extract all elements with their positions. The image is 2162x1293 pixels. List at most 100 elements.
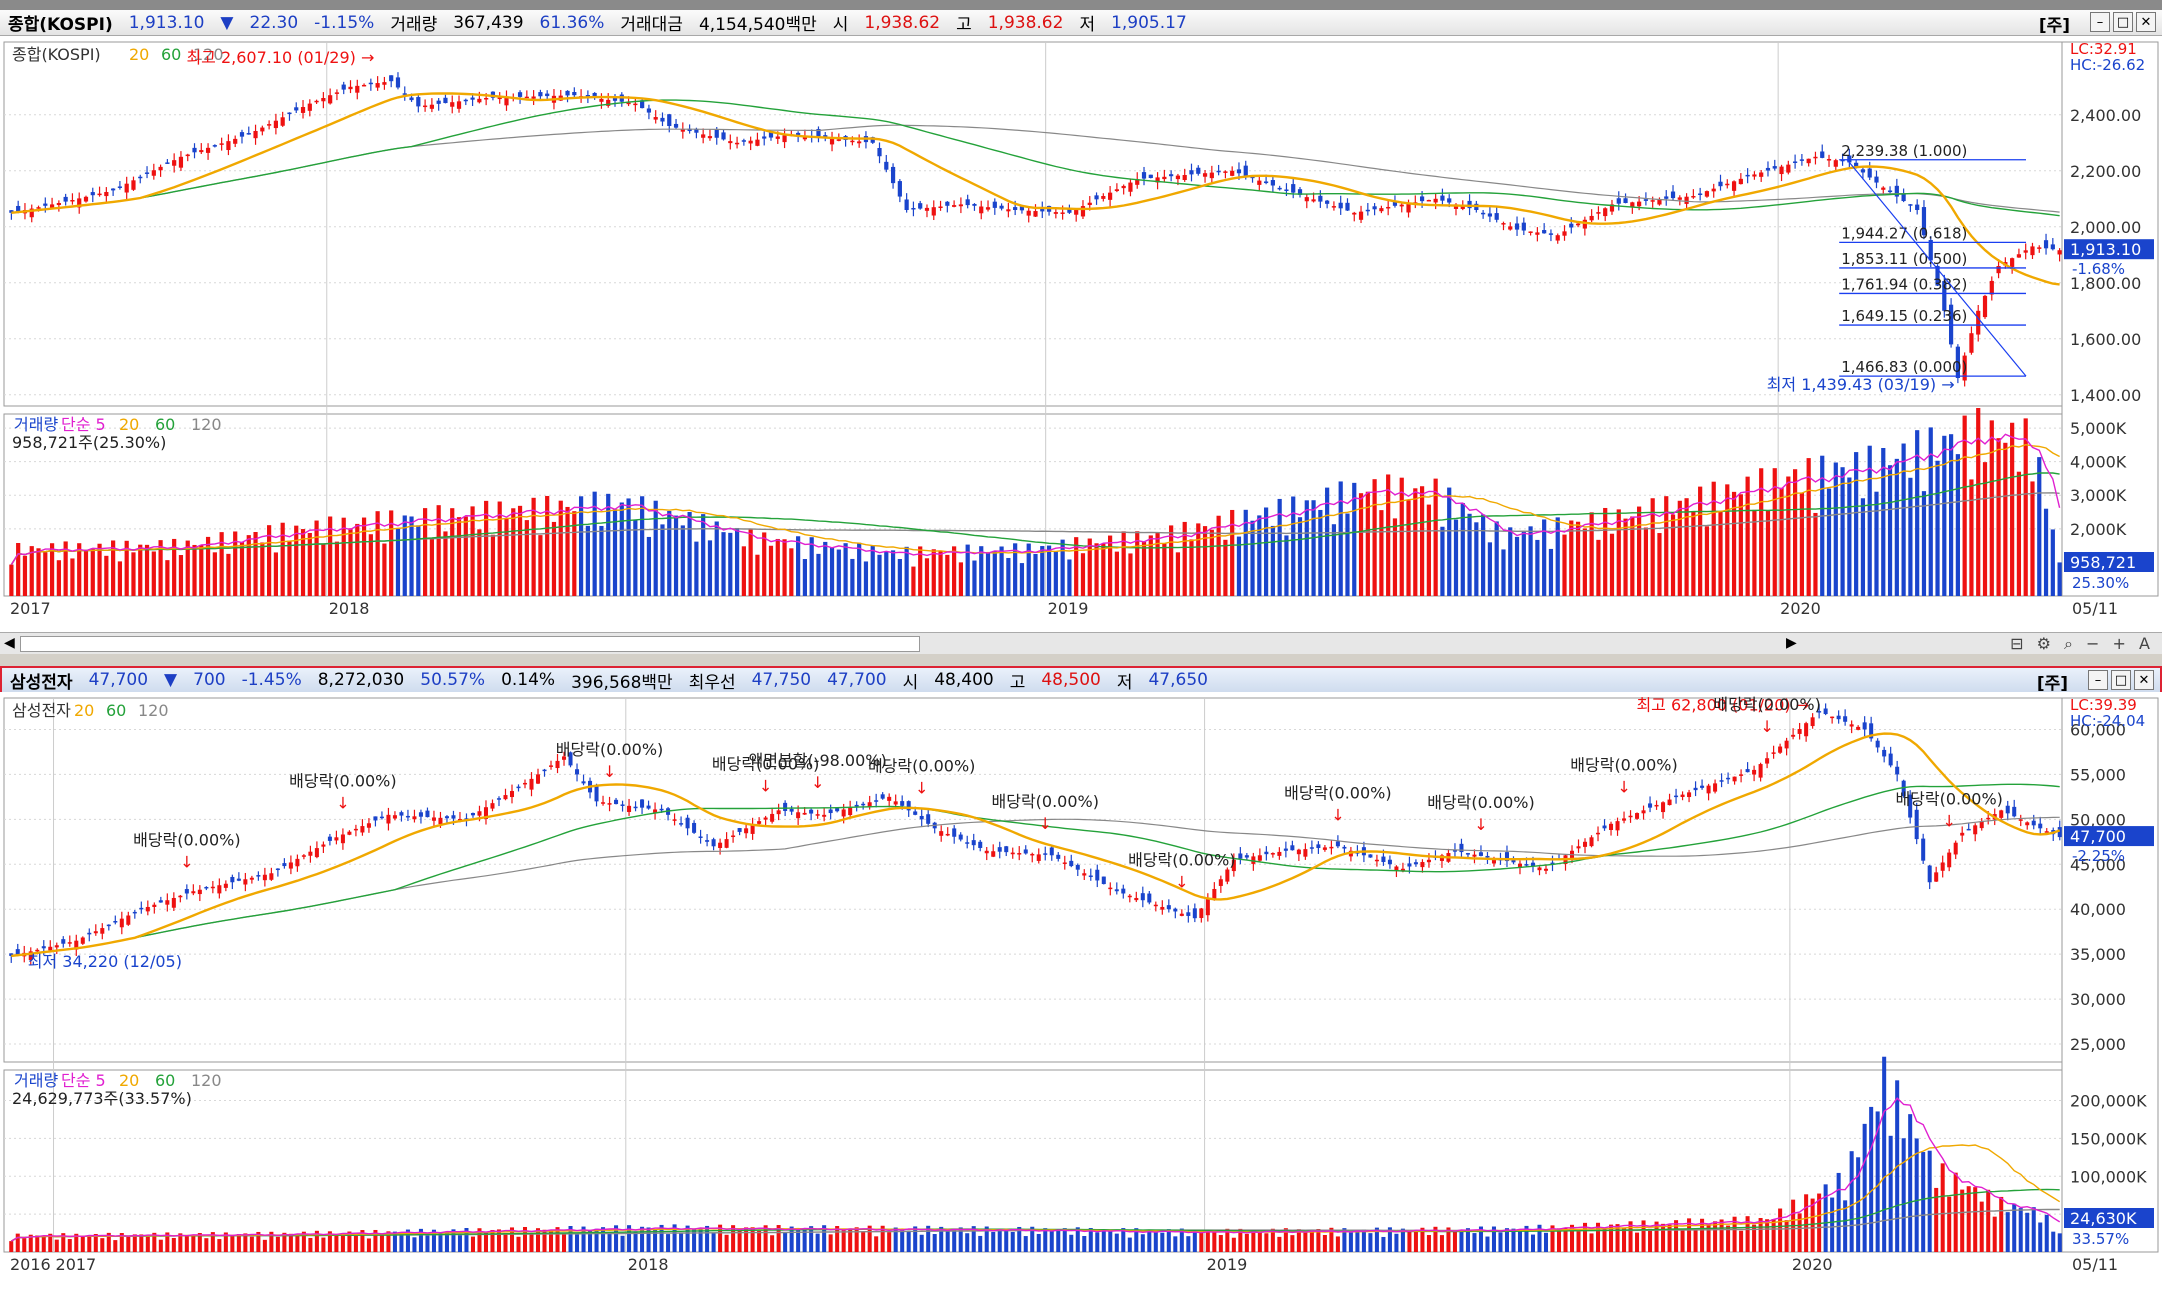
kospi-name[interactable]: 종합(KOSPI): [8, 15, 113, 35]
event-arrow-icon: ↓: [1942, 812, 1955, 831]
volume-bar: [2037, 457, 2042, 596]
volume-bar: [1060, 539, 1065, 596]
candle: [56, 203, 61, 206]
volume-bar: [1609, 1224, 1614, 1252]
volume-bar: [1297, 517, 1303, 596]
candle: [1342, 846, 1347, 849]
scroll-right-icon[interactable]: ▶: [1786, 635, 1797, 651]
samsung-high: 48,500: [1041, 670, 1101, 690]
kospi-close-icon[interactable]: ✕: [2136, 12, 2156, 32]
candle: [1394, 866, 1399, 871]
volume-bar: [1400, 1228, 1405, 1252]
candle: [1141, 172, 1147, 179]
volume-bar: [728, 532, 733, 596]
candle: [1874, 176, 1879, 183]
volume-bar: [1322, 1234, 1327, 1252]
candle: [1982, 295, 1988, 318]
candle: [796, 812, 801, 819]
candle: [516, 786, 521, 789]
x-tick-label: 2017: [56, 1255, 97, 1274]
candle: [226, 141, 231, 151]
volume-bar: [399, 1233, 404, 1252]
volume-bar: [361, 517, 367, 596]
kospi-maximize-icon[interactable]: □: [2113, 12, 2133, 32]
volume-bar: [750, 1227, 755, 1252]
volume-legend-item: 60: [155, 1071, 175, 1090]
candle: [212, 145, 217, 147]
volume-bar: [1355, 1230, 1360, 1252]
candle: [1860, 169, 1866, 173]
event-arrow-icon: ↓: [915, 778, 928, 797]
candle: [348, 86, 353, 90]
volume-bar: [1080, 553, 1086, 596]
candle: [353, 828, 358, 831]
kospi-minimize-icon[interactable]: –: [2090, 12, 2110, 32]
volume-bar: [770, 1235, 775, 1252]
volume-bar: [334, 1234, 339, 1252]
volume-bar: [1386, 474, 1391, 596]
candle: [1216, 170, 1221, 173]
volume-bar: [971, 1226, 976, 1252]
volume-bar: [328, 516, 333, 596]
volume-bar: [796, 536, 801, 596]
candle: [924, 207, 930, 211]
samsung-maximize-icon[interactable]: □: [2111, 670, 2131, 690]
scroll-thumb[interactable]: [20, 636, 920, 652]
volume-bar: [861, 1232, 866, 1252]
volume-bar: [517, 505, 523, 596]
candle: [900, 801, 905, 806]
candle: [893, 801, 898, 805]
samsung-close-icon[interactable]: ✕: [2134, 670, 2154, 690]
candle: [1080, 206, 1086, 217]
volume-bar: [1153, 1231, 1158, 1252]
volume-bar: [504, 518, 509, 596]
samsung-minimize-icon[interactable]: –: [2088, 670, 2108, 690]
candle: [870, 137, 875, 143]
candle: [750, 824, 755, 834]
kospi-chart[interactable]: 2,400.00 2,200.00 2,000.00 1,800.00 1,600.00…: [0, 36, 2162, 632]
volume-bar: [1345, 513, 1350, 596]
candle: [1856, 726, 1861, 730]
candle: [1797, 729, 1802, 734]
candle: [139, 907, 144, 910]
kospi-period-button[interactable]: [주]: [2038, 16, 2070, 36]
event-label: 배당락(0.00%): [289, 772, 396, 791]
x-tick-label: 05/11: [2072, 1255, 2118, 1274]
candle: [1386, 206, 1391, 209]
candle: [1069, 860, 1074, 867]
volume-bar: [1813, 512, 1818, 596]
volume-bar: [2038, 1222, 2043, 1252]
chart-tools-icon[interactable]: ⊟ ⚙ ⌕ − + A: [2010, 634, 2154, 653]
candle: [15, 949, 20, 955]
volume-bar: [1095, 1232, 1100, 1252]
volume-bar: [412, 1237, 417, 1252]
candle: [256, 875, 261, 877]
samsung-chart[interactable]: 60,000 55,000 50,000 45,000 40,000 35,000 30,0…: [0, 692, 2162, 1293]
volume-bar: [607, 1232, 612, 1252]
candle: [1664, 196, 1669, 199]
chart-scrollbar[interactable]: ◀ ▶ ⊟ ⚙ ⌕ − + A: [0, 632, 2162, 656]
volume-bar: [721, 532, 726, 596]
scroll-left-icon[interactable]: ◀: [4, 635, 15, 651]
volume-bar: [2030, 481, 2035, 596]
volume-bar: [239, 542, 245, 596]
candle: [463, 99, 468, 102]
volume-bar: [1759, 468, 1764, 596]
price-pane-frame: [3, 41, 2064, 407]
volume-bar: [1508, 527, 1513, 596]
samsung-name[interactable]: 삼성전자: [10, 672, 73, 693]
volume-bar: [692, 1228, 697, 1252]
samsung-period-button[interactable]: [주]: [2036, 674, 2068, 694]
candle: [1060, 212, 1065, 214]
volume-bar: [1318, 509, 1323, 596]
volume-bar: [1296, 1229, 1301, 1252]
candle: [1017, 853, 1022, 855]
candle: [249, 877, 254, 880]
candle: [1979, 821, 1984, 829]
candle: [606, 99, 611, 106]
volume-bar: [1779, 487, 1784, 596]
candle: [1501, 223, 1506, 225]
volume-bar: [392, 1231, 397, 1252]
volume-bar: [619, 502, 624, 596]
ma60-line: [11, 99, 2060, 217]
